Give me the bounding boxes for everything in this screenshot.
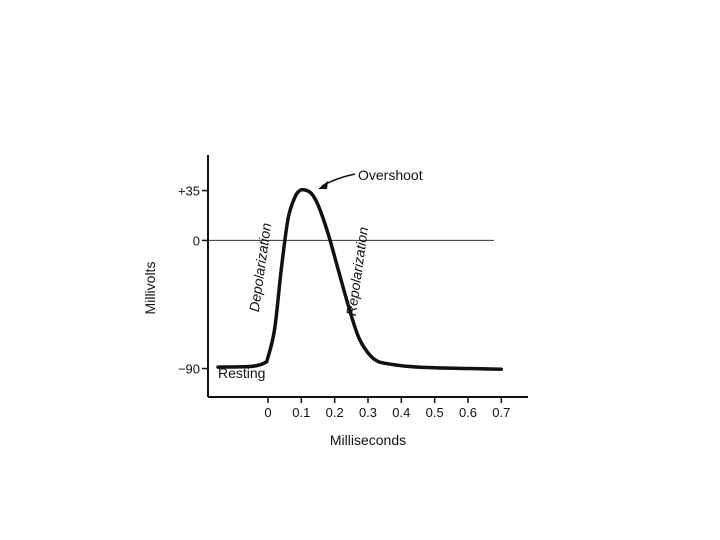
y-axis-title: Millivolts	[142, 262, 158, 315]
x-tick-label: 0.7	[492, 405, 510, 420]
overshoot-arrowhead	[318, 181, 328, 189]
x-tick-label: 0.3	[359, 405, 377, 420]
x-tick-label: 0	[264, 405, 271, 420]
x-axis-ticks: 0 0.1 0.2 0.3 0.4 0.5 0.6 0.7	[264, 397, 510, 420]
x-tick-label: 0.2	[326, 405, 344, 420]
x-tick-label: 0.6	[459, 405, 477, 420]
x-axis-title: Milliseconds	[330, 432, 406, 448]
y-axis-ticks: +35 0 −90	[178, 184, 208, 377]
y-tick-label: 0	[193, 233, 200, 248]
y-tick-label: −90	[178, 362, 200, 377]
x-tick-label: 0.4	[392, 405, 410, 420]
repolarization-label: Repolarization	[343, 226, 371, 317]
resting-label: Resting	[218, 365, 265, 381]
x-tick-label: 0.5	[426, 405, 444, 420]
overshoot-label: Overshoot	[358, 167, 423, 183]
y-tick-label: +35	[178, 184, 200, 199]
x-tick-label: 0.1	[292, 405, 310, 420]
membrane-potential-line	[216, 187, 504, 371]
depolarization-label: Depolarization	[246, 222, 274, 313]
